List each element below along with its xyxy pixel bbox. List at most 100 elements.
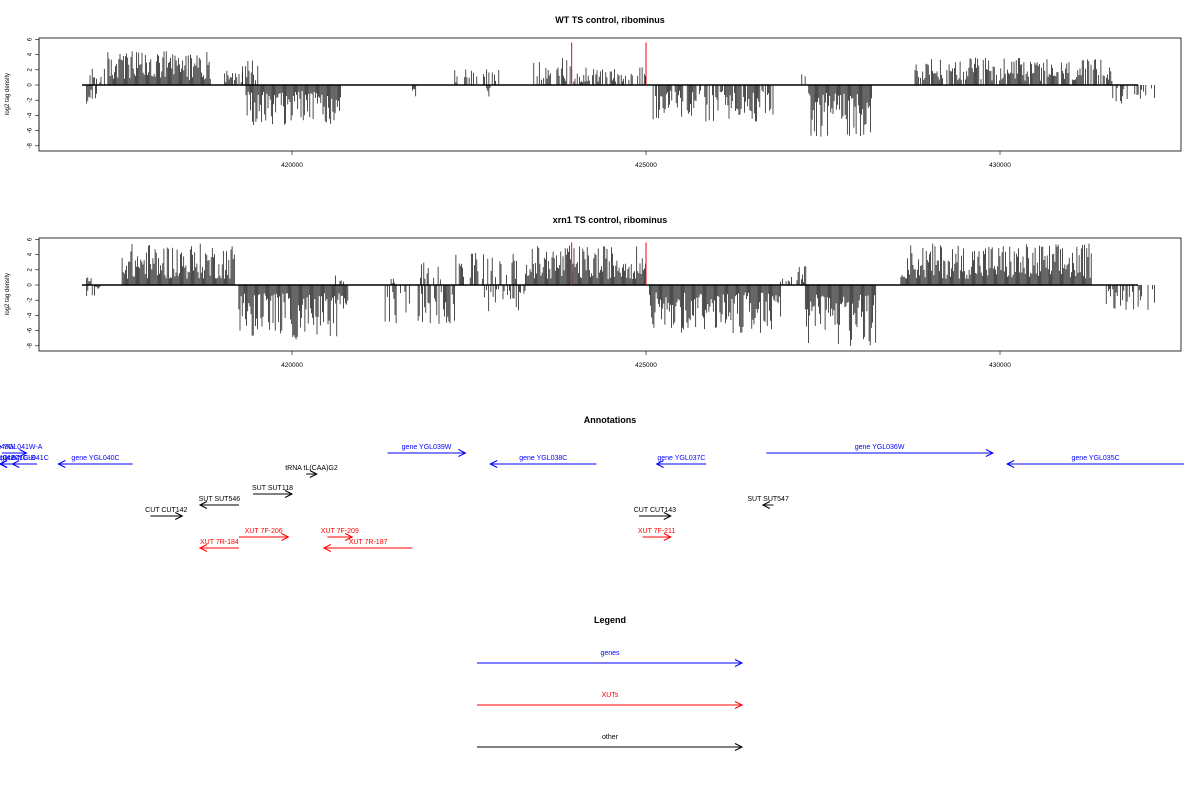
y-tick-label: 4 — [28, 252, 34, 256]
annotations-title: Annotations — [584, 415, 637, 425]
xrn1-track-bars — [82, 243, 1155, 346]
gene-feature: gene YGL037C — [655, 455, 707, 468]
gene-arrow-head — [57, 460, 66, 468]
feature-label: SUT SUT546 — [199, 496, 241, 503]
wt-track-x-axis: 420000 425000 430000 — [281, 151, 1011, 169]
feature-label: gene YGL037C — [657, 455, 705, 462]
y-tick-label: 0 — [28, 83, 34, 87]
gene-feature: gene YGL041W-A — [0, 444, 43, 457]
wt-track-ylabel: log2 tag density — [5, 73, 11, 115]
gene-feature: gene YGL043W — [0, 444, 15, 451]
gene-feature: gene YGL038C — [489, 455, 597, 468]
other-feature: CUT CUT143 — [634, 507, 676, 520]
gene-arrow-head — [985, 449, 995, 457]
other-feature: tRNA tL(CAA)G2 — [285, 465, 338, 478]
wt-track-bars — [82, 51, 1155, 137]
xrn1-track-y-axis: 6 4 2 0 -2 -4 -6 -8 — [28, 237, 40, 348]
y-tick-label: -4 — [28, 112, 34, 118]
gene-arrow-head — [1005, 460, 1015, 468]
xut-feature: XUT 7R-184 — [198, 539, 239, 552]
feature-label: XUT 7R-187 — [349, 539, 388, 546]
wt-track-frame — [38, 37, 1182, 152]
x-tick-label: 425000 — [635, 162, 657, 169]
other-feature: SUT SUT547 — [747, 496, 789, 509]
feature-label: gene YGL039W — [402, 444, 452, 451]
y-tick-label: -4 — [28, 312, 34, 318]
legend-item-other: other — [477, 734, 744, 751]
xut-arrow-head — [344, 533, 354, 541]
wt-track-markers — [571, 42, 647, 85]
legend-items: genes XUTs other — [477, 650, 744, 751]
feature-label: gene YGL042C — [0, 455, 20, 462]
feature-label: gene YGL041C — [1, 455, 49, 462]
legend-arrow-head — [734, 701, 744, 709]
feature-label: gene YGL040C — [71, 455, 119, 462]
legend-item-xut: XUTs — [477, 692, 744, 709]
gene-feature: gene YGL040C — [57, 455, 133, 468]
legend-arrow-head — [734, 659, 744, 667]
gene-feature: gene YGL039W — [387, 444, 467, 457]
other-arrow-head — [175, 512, 184, 520]
y-tick-label: 6 — [28, 37, 34, 41]
feature-label: SUT SUT118 — [252, 485, 293, 492]
gene-feature: gene YGL035C — [1005, 455, 1185, 468]
feature-label: gene YGL043W — [0, 444, 15, 451]
legend-item-gene: genes — [477, 650, 744, 667]
x-tick-label: 420000 — [281, 362, 303, 369]
y-tick-label: 2 — [28, 267, 34, 271]
xrn1-track-panel: xrn1 TS control, ribominus log2 tag dens… — [5, 215, 1182, 369]
y-tick-label: -6 — [28, 327, 34, 333]
legend-panel: Legend genes XUTs other — [477, 615, 744, 751]
gene-arrow-head — [489, 460, 498, 468]
other-arrow-head — [198, 501, 208, 509]
xut-feature: XUT 7F-206 — [238, 528, 290, 541]
xrn1-track-title: xrn1 TS control, ribominus — [553, 215, 668, 225]
xrn1-track-x-axis: 420000 425000 430000 — [281, 351, 1011, 369]
annotations-panel: Annotations gene YGL044Cgene YGL043Wgene… — [0, 415, 1185, 552]
gene-arrow-head — [11, 460, 20, 468]
gene-feature: gene YGL036W — [766, 444, 995, 457]
xut-feature: XUT 7R-187 — [322, 539, 413, 552]
legend-label: XUTs — [602, 692, 619, 699]
x-tick-label: 420000 — [281, 162, 303, 169]
feature-label: XUT 7F-209 — [321, 528, 359, 535]
xrn1-track-markers — [571, 242, 647, 285]
legend-label: genes — [600, 650, 620, 657]
x-tick-label: 430000 — [989, 162, 1011, 169]
feature-label: XUT 7F-211 — [638, 528, 676, 535]
y-tick-label: -8 — [28, 142, 34, 148]
wt-track-title: WT TS control, ribominus — [555, 15, 665, 25]
feature-label: CUT CUT143 — [634, 507, 676, 514]
legend-label: other — [602, 734, 619, 741]
xut-arrow-head — [281, 533, 290, 541]
y-tick-label: -2 — [28, 97, 34, 103]
other-feature: SUT SUT546 — [198, 496, 241, 509]
other-arrow-head — [309, 470, 318, 478]
xrn1-track-ylabel: log2 tag density — [5, 273, 11, 315]
gene-arrow-head — [655, 460, 664, 468]
y-tick-label: 0 — [28, 283, 34, 287]
y-tick-label: 2 — [28, 67, 34, 71]
y-tick-label: -2 — [28, 297, 34, 303]
xut-arrow-head — [663, 533, 672, 541]
feature-label: gene YGL036W — [855, 444, 905, 451]
other-arrow-head — [761, 501, 771, 509]
other-feature: CUT CUT142 — [145, 507, 188, 520]
annotation-features: gene YGL044Cgene YGL043Wgene YGL042Cgene… — [0, 444, 1185, 552]
feature-label: gene YGL035C — [1072, 455, 1120, 462]
gene-arrow-head — [458, 449, 467, 457]
feature-label: gene YGL041W-A — [0, 444, 43, 451]
gene-arrow-head — [19, 449, 28, 457]
feature-label: CUT CUT142 — [145, 507, 187, 514]
legend-title: Legend — [594, 615, 626, 625]
x-tick-label: 425000 — [635, 362, 657, 369]
feature-label: gene YGL038C — [519, 455, 567, 462]
wt-track-panel: WT TS control, ribominus log2 tag densit… — [5, 15, 1182, 169]
other-arrow-head — [663, 512, 672, 520]
feature-label: XUT 7R-184 — [200, 539, 239, 546]
y-tick-label: -6 — [28, 127, 34, 133]
gene-feature: gene YGL041C — [1, 455, 49, 468]
other-feature: SUT SUT118 — [252, 485, 294, 498]
